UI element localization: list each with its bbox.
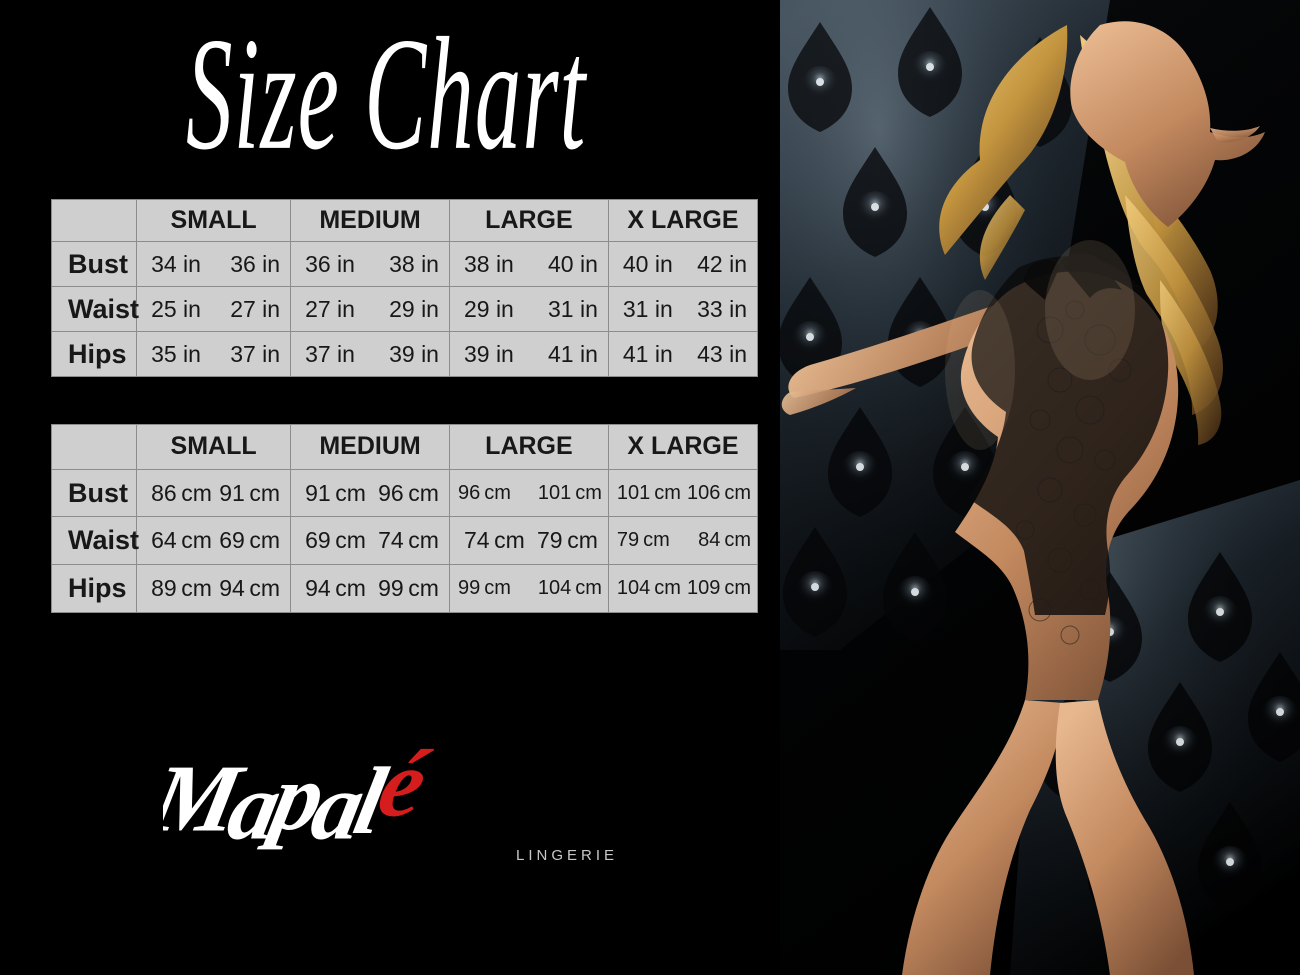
svg-text:Mapalé: Mapalé [163,729,439,859]
